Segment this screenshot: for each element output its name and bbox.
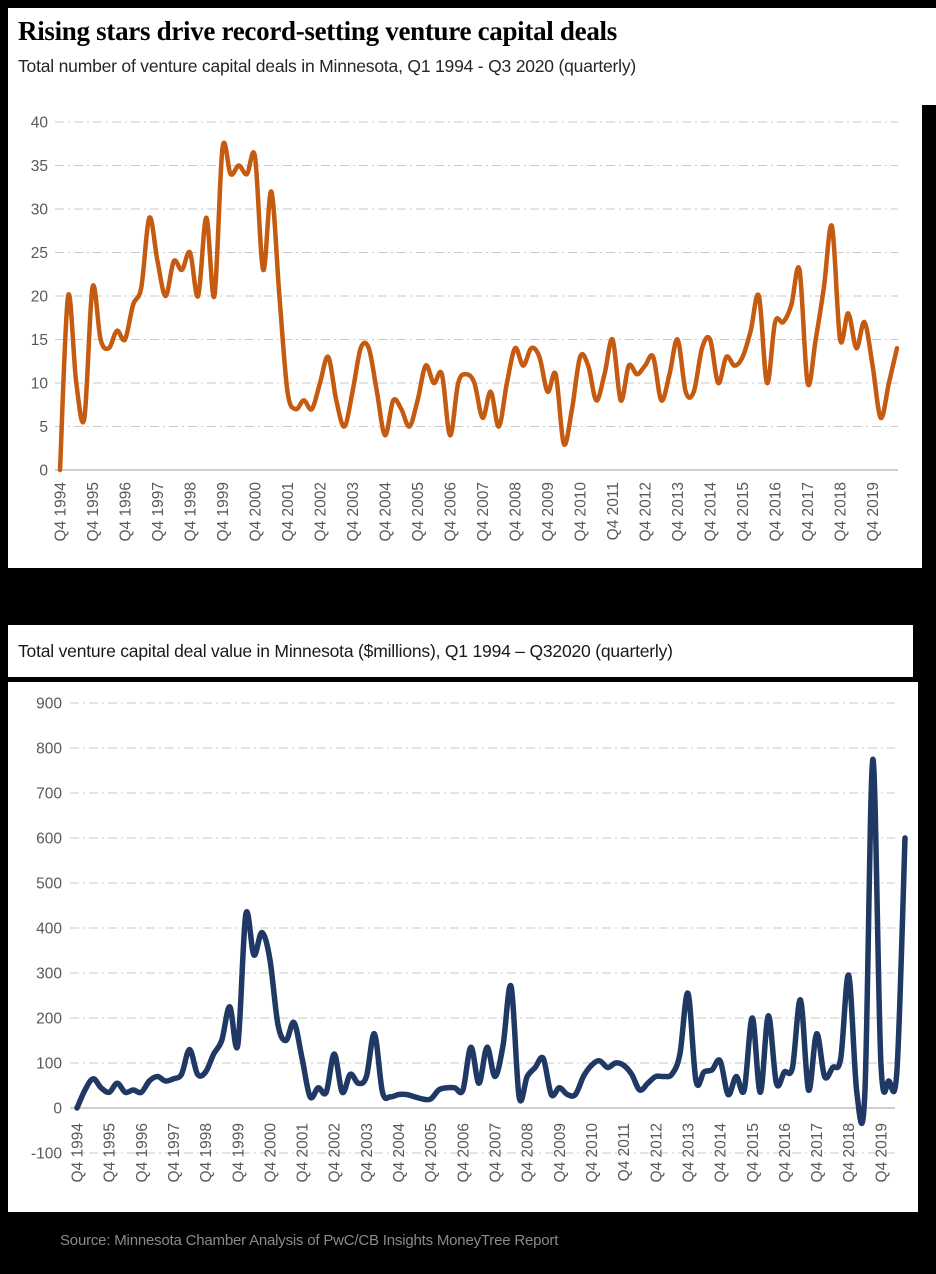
svg-text:900: 900: [36, 696, 62, 713]
value-chart-title-panel: Total venture capital deal value in Minn…: [8, 625, 913, 677]
svg-text:Q4 2004: Q4 2004: [391, 1123, 408, 1183]
svg-text:Q4 2001: Q4 2001: [280, 482, 297, 541]
svg-text:Q4 2002: Q4 2002: [327, 1123, 344, 1182]
page-title: Rising stars drive record-setting ventur…: [18, 16, 617, 46]
svg-text:Q4 2007: Q4 2007: [488, 1123, 505, 1182]
svg-text:Q4 2006: Q4 2006: [443, 482, 460, 541]
svg-text:Q4 2008: Q4 2008: [508, 482, 525, 541]
svg-text:Q4 1998: Q4 1998: [183, 482, 200, 541]
svg-text:Q4 1999: Q4 1999: [230, 1123, 247, 1182]
svg-text:Q4 2007: Q4 2007: [475, 482, 492, 541]
svg-text:Q4 1994: Q4 1994: [53, 482, 70, 542]
svg-text:35: 35: [31, 158, 48, 175]
svg-text:Q4 2002: Q4 2002: [313, 482, 330, 541]
svg-text:Q4 1999: Q4 1999: [215, 482, 232, 541]
svg-text:Q4 2006: Q4 2006: [455, 1123, 472, 1182]
svg-text:Q4 1994: Q4 1994: [70, 1123, 87, 1183]
svg-text:Q4 2000: Q4 2000: [248, 482, 265, 542]
svg-text:400: 400: [36, 921, 62, 938]
svg-text:5: 5: [39, 419, 48, 436]
svg-text:Q4 2017: Q4 2017: [809, 1123, 826, 1182]
svg-text:Q4 2016: Q4 2016: [777, 1123, 794, 1182]
svg-text:30: 30: [31, 202, 49, 219]
svg-text:Q4 2013: Q4 2013: [681, 1123, 698, 1182]
svg-text:Q4 1995: Q4 1995: [85, 482, 102, 541]
svg-text:Q4 2004: Q4 2004: [378, 482, 395, 542]
svg-text:Q4 1996: Q4 1996: [118, 482, 135, 541]
deals-chart-title: Total number of venture capital deals in…: [18, 56, 637, 76]
svg-text:600: 600: [36, 831, 62, 848]
svg-text:Q4 2010: Q4 2010: [584, 1123, 601, 1183]
svg-text:25: 25: [31, 245, 48, 262]
svg-text:Q4 2005: Q4 2005: [423, 1123, 440, 1182]
source-text: Source: Minnesota Chamber Analysis of Pw…: [60, 1232, 559, 1249]
svg-text:Q4 2012: Q4 2012: [648, 1123, 665, 1182]
panel-top-right-extension: [922, 8, 936, 105]
deals-count-line-chart: 0 5 10 15 20 25 30 35 40 Q4 1994 Q4 1995 Q4 1996 Q4 …: [31, 115, 900, 542]
source-footer: Source: Minnesota Chamber Analysis of Pw…: [60, 1232, 558, 1249]
svg-text:Q4 1998: Q4 1998: [198, 1123, 215, 1182]
svg-text:Q4 2015: Q4 2015: [735, 482, 752, 541]
svg-text:100: 100: [36, 1056, 62, 1073]
svg-text:Q4 2018: Q4 2018: [841, 1123, 858, 1182]
deals-chart-panel: Rising stars drive record-setting ventur…: [8, 8, 922, 568]
svg-text:Q4 2005: Q4 2005: [410, 482, 427, 541]
deal-value-line-chart: -100 0 100 200 300 400 500 600 700 800 900 Q4 1994 Q…: [31, 696, 908, 1183]
svg-text:500: 500: [36, 876, 62, 893]
svg-text:Q4 2001: Q4 2001: [295, 1123, 312, 1182]
svg-text:0: 0: [53, 1101, 62, 1118]
svg-text:Q4 2019: Q4 2019: [865, 482, 882, 541]
svg-text:Q4 2010: Q4 2010: [573, 482, 590, 542]
svg-text:Q4 2000: Q4 2000: [262, 1123, 279, 1183]
svg-text:Q4 2011: Q4 2011: [605, 482, 622, 540]
svg-text:Q4 2008: Q4 2008: [520, 1123, 537, 1182]
svg-text:Q4 2009: Q4 2009: [552, 1123, 569, 1182]
svg-text:Q4 2011: Q4 2011: [616, 1123, 633, 1181]
svg-text:Q4 2016: Q4 2016: [768, 482, 785, 541]
svg-text:200: 200: [36, 1011, 62, 1028]
svg-text:Q4 2015: Q4 2015: [745, 1123, 762, 1182]
svg-text:40: 40: [31, 115, 49, 132]
value-chart-title: Total venture capital deal value in Minn…: [18, 640, 673, 661]
svg-text:-100: -100: [31, 1146, 62, 1163]
svg-text:Q4 1997: Q4 1997: [166, 1123, 183, 1182]
svg-text:Q4 1995: Q4 1995: [102, 1123, 119, 1182]
svg-text:15: 15: [31, 332, 48, 349]
svg-text:800: 800: [36, 741, 62, 758]
svg-text:Q4 2017: Q4 2017: [800, 482, 817, 541]
svg-text:Q4 2019: Q4 2019: [873, 1123, 890, 1182]
svg-text:Q4 2014: Q4 2014: [713, 1123, 730, 1183]
svg-text:Q4 2014: Q4 2014: [703, 482, 720, 542]
svg-text:Q4 2003: Q4 2003: [359, 1123, 376, 1182]
svg-text:Q4 1996: Q4 1996: [134, 1123, 151, 1182]
svg-text:Q4 2003: Q4 2003: [345, 482, 362, 541]
svg-text:Q4 1997: Q4 1997: [150, 482, 167, 541]
svg-text:Q4 2018: Q4 2018: [833, 482, 850, 541]
svg-text:300: 300: [36, 966, 62, 983]
svg-text:700: 700: [36, 786, 62, 803]
svg-text:20: 20: [31, 289, 49, 306]
svg-text:0: 0: [39, 463, 48, 480]
svg-text:Q4 2013: Q4 2013: [670, 482, 687, 541]
svg-text:Q4 2012: Q4 2012: [638, 482, 655, 541]
value-chart-panel: -100 0 100 200 300 400 500 600 700 800 900 Q4 1994 Q…: [8, 682, 918, 1212]
svg-text:Q4 2009: Q4 2009: [540, 482, 557, 541]
svg-text:10: 10: [31, 376, 49, 393]
